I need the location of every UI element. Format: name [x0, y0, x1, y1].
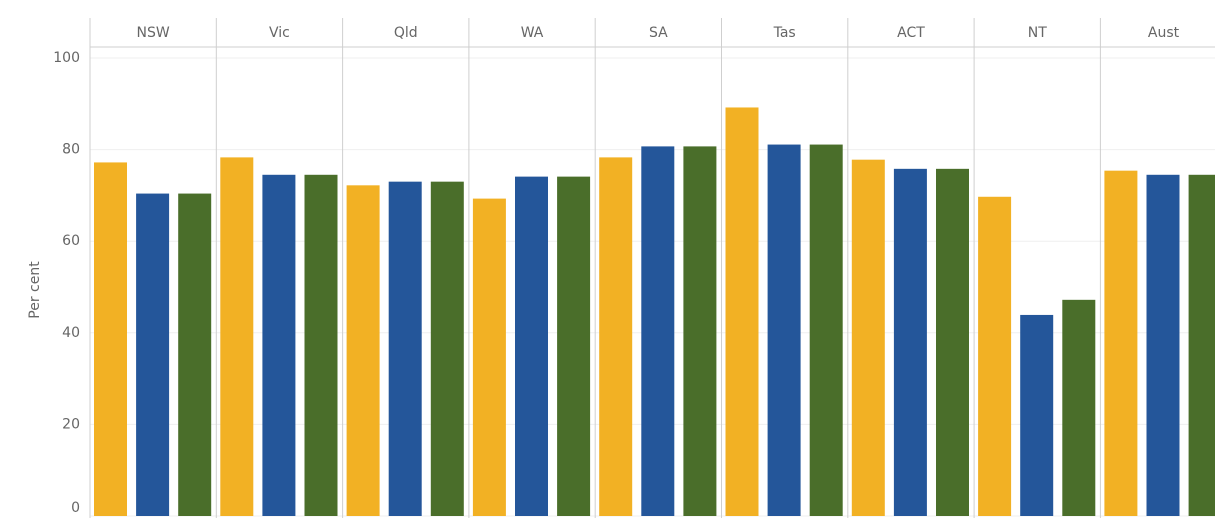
bar: [936, 168, 969, 516]
bar: [767, 144, 801, 516]
bar: [641, 146, 675, 517]
bar: [683, 146, 717, 517]
bar: [304, 174, 338, 517]
bar: [557, 176, 591, 516]
panel-label: Tas: [773, 25, 796, 41]
bar: [136, 193, 170, 516]
panel-label: ACT: [897, 25, 925, 41]
y-tick-label: 100: [53, 50, 80, 66]
bar: [599, 157, 633, 517]
bar: [220, 157, 254, 517]
bar: [1020, 314, 1054, 516]
bar: [94, 162, 127, 516]
bar: [346, 185, 380, 516]
bar: [978, 196, 1012, 517]
panel-label: SA: [649, 25, 668, 41]
bar: [893, 168, 927, 516]
panel-label: NSW: [137, 25, 170, 41]
y-tick-label: 80: [62, 142, 80, 158]
bar: [851, 159, 885, 516]
bar: [725, 107, 759, 517]
bar: [430, 181, 464, 516]
panel-label: Aust: [1148, 25, 1180, 41]
panel-label: Vic: [269, 25, 290, 41]
y-axis-label: Per cent: [27, 261, 43, 319]
bar: [1146, 174, 1180, 517]
bar: [472, 198, 506, 516]
bar: [809, 144, 843, 516]
panel-label: NT: [1028, 25, 1047, 41]
bar: [178, 193, 212, 516]
panel-label: Qld: [394, 25, 418, 41]
bar: [1104, 170, 1138, 516]
bar: [1188, 174, 1215, 517]
bar: [262, 174, 296, 517]
bar: [388, 181, 422, 516]
y-tick-label: 60: [62, 233, 80, 249]
bar: [515, 176, 548, 516]
panel-label: WA: [521, 25, 544, 41]
y-tick-label: 40: [62, 325, 80, 341]
y-tick-label: 20: [62, 416, 80, 432]
y-tick-label: 0: [71, 500, 80, 516]
bar: [1062, 299, 1096, 516]
